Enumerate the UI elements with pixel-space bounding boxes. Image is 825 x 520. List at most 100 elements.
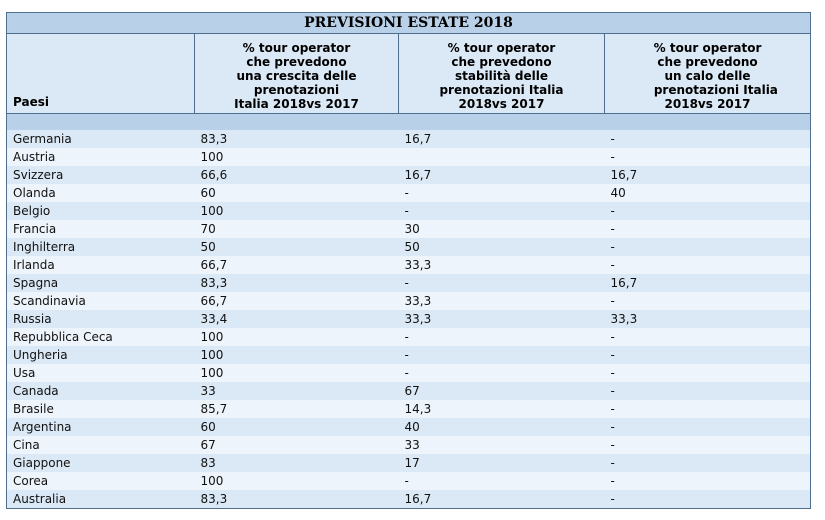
decline-cell: - (604, 202, 812, 220)
header-growth: % tour operator che prevedono una cresci… (194, 33, 399, 114)
decline-cell: - (604, 238, 812, 256)
decline-cell: - (604, 418, 812, 436)
country-cell: Cina (6, 436, 195, 454)
table-row: Brasile 85,7 14,3- (6, 400, 812, 418)
growth-cell: 67 (194, 436, 399, 454)
table-row: Germania 83,3 16,7- (6, 130, 812, 148)
stability-cell: 40 (398, 418, 605, 436)
country-cell: Repubblica Ceca (6, 328, 195, 346)
decline-cell: - (604, 472, 812, 490)
table-row: Repubblica Ceca 100- - (6, 328, 812, 346)
stability-cell: 16,7 (398, 130, 605, 148)
header-growth-line: una crescita delle (236, 69, 357, 83)
country-cell: Olanda (6, 184, 195, 202)
decline-cell: 33,3 (604, 310, 812, 328)
stability-cell: 67 (398, 382, 605, 400)
stability-cell (398, 148, 605, 166)
decline-cell: - (604, 400, 812, 418)
table-row: Inghilterra 50 50- (6, 238, 812, 256)
stability-cell: 33,3 (398, 292, 605, 310)
header-decline-line: un calo delle (664, 69, 751, 83)
growth-cell: 50 (194, 238, 399, 256)
stability-cell: - (398, 328, 605, 346)
table-row: Irlanda 66,7 33,3- (6, 256, 812, 274)
growth-cell: 100 (194, 148, 399, 166)
country-cell: Inghilterra (6, 238, 195, 256)
growth-cell: 60 (194, 418, 399, 436)
decline-cell: - (604, 256, 812, 274)
growth-cell: 83 (194, 454, 399, 472)
table-row: Spagna 83,3-16,7 (6, 274, 812, 292)
table-row: Belgio 100- - (6, 202, 812, 220)
decline-cell: 16,7 (604, 274, 812, 292)
header-growth-line: prenotazioni (253, 83, 340, 97)
growth-cell: 66,7 (194, 292, 399, 310)
table-row: Svizzera 66,6 16,7 16,7 (6, 166, 812, 184)
stability-cell: 50 (398, 238, 605, 256)
stability-cell: 33,3 (398, 310, 605, 328)
table-row: Corea 100- - (6, 472, 812, 490)
decline-cell: - (604, 490, 812, 509)
spacer-cell (5, 113, 812, 130)
table-row: Russia 33,4 33,3 33,3 (6, 310, 812, 328)
decline-cell: - (604, 328, 812, 346)
header-country-label: Paesi (13, 95, 49, 109)
header-stability-line: che prevedono (451, 55, 552, 69)
growth-cell: 100 (194, 328, 399, 346)
forecast-table: PREVISIONI ESTATE 2018 Paesi % tour oper… (5, 12, 812, 509)
country-cell: Russia (6, 310, 195, 328)
header-stability-line: prenotazioni Italia (439, 83, 564, 97)
stability-cell: 14,3 (398, 400, 605, 418)
stability-cell: 33 (398, 436, 605, 454)
country-cell: Svizzera (6, 166, 195, 184)
growth-cell: 33,4 (194, 310, 399, 328)
decline-cell: - (604, 220, 812, 238)
country-cell: Giappone (6, 454, 195, 472)
country-cell: Francia (6, 220, 195, 238)
table-row: Ungheria 100- - (6, 346, 812, 364)
header-growth-line: che prevedono (246, 55, 347, 69)
decline-cell: - (604, 292, 812, 310)
growth-cell: 83,3 (194, 490, 399, 509)
country-cell: Canada (6, 382, 195, 400)
growth-cell: 70 (194, 220, 399, 238)
header-decline: % tour operator che prevedono un calo de… (603, 33, 812, 114)
country-cell: Usa (6, 364, 195, 382)
country-cell: Spagna (6, 274, 195, 292)
country-cell: Belgio (6, 202, 195, 220)
header-stability-line: % tour operator (447, 41, 556, 55)
header-stability: % tour operator che prevedono stabilità … (398, 33, 605, 114)
table-row: Scandinavia 66,7 33,3- (6, 292, 812, 310)
header-country: Paesi (6, 33, 195, 114)
table-row: Argentina 60 40- (6, 418, 812, 436)
table-row: Austria 100 - (6, 148, 812, 166)
table-row: Cina 67 33- (6, 436, 812, 454)
growth-cell: 85,7 (194, 400, 399, 418)
growth-cell: 100 (194, 364, 399, 382)
header-growth-line: % tour operator (242, 41, 351, 55)
growth-cell: 83,3 (194, 130, 399, 148)
decline-cell: - (604, 382, 812, 400)
growth-cell: 33 (194, 382, 399, 400)
table-row: Australia 83,3 16,7- (6, 490, 812, 509)
country-cell: Corea (6, 472, 195, 490)
country-cell: Brasile (6, 400, 195, 418)
header-decline-line: che prevedono (657, 55, 758, 69)
header-growth-line: Italia 2018vs 2017 (234, 97, 359, 111)
decline-cell: - (604, 346, 812, 364)
decline-cell: - (604, 130, 812, 148)
stability-cell: - (398, 364, 605, 382)
decline-cell: - (604, 364, 812, 382)
stability-cell: 16,7 (398, 166, 605, 184)
country-cell: Argentina (6, 418, 195, 436)
growth-cell: 83,3 (194, 274, 399, 292)
growth-cell: 60 (194, 184, 399, 202)
stability-cell: - (398, 274, 605, 292)
stability-cell: 33,3 (398, 256, 605, 274)
table-row: Giappone 83 17- (6, 454, 812, 472)
table-row: Canada 33 67- (6, 382, 812, 400)
spacer-row (5, 113, 812, 130)
country-cell: Ungheria (6, 346, 195, 364)
stability-cell: 30 (398, 220, 605, 238)
country-cell: Scandinavia (6, 292, 195, 310)
